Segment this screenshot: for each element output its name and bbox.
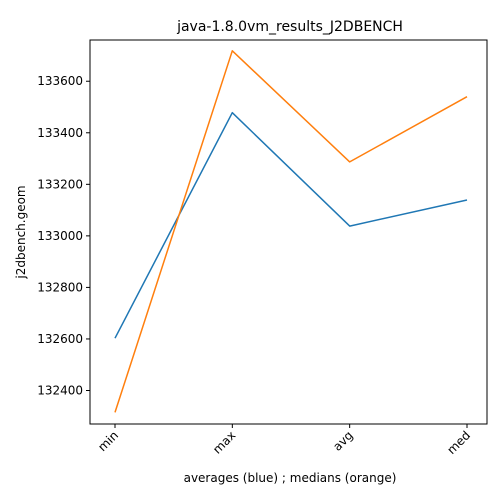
y-tick-label: 133200 bbox=[37, 177, 83, 191]
y-axis-title: j2dbench.geom bbox=[14, 185, 28, 279]
plot-frame bbox=[89, 39, 488, 425]
x-axis-title: averages (blue) ; medians (orange) bbox=[184, 471, 397, 485]
series-line-medians bbox=[114, 50, 468, 413]
y-tick-label: 133400 bbox=[37, 126, 83, 140]
y-tick-label: 133600 bbox=[37, 74, 83, 88]
chart-title: java-1.8.0vm_results_J2DBENCH bbox=[176, 19, 403, 35]
y-axis: 132400 132600 132800 133000 133200 133400 1336… bbox=[37, 74, 90, 397]
y-tick-label: 133000 bbox=[37, 229, 83, 243]
plot-area bbox=[114, 50, 468, 413]
y-tick-label: 132600 bbox=[37, 332, 83, 346]
y-tick-label: 132800 bbox=[37, 280, 83, 294]
y-tick-label: 132400 bbox=[37, 383, 83, 397]
series-line-averages bbox=[114, 111, 468, 339]
